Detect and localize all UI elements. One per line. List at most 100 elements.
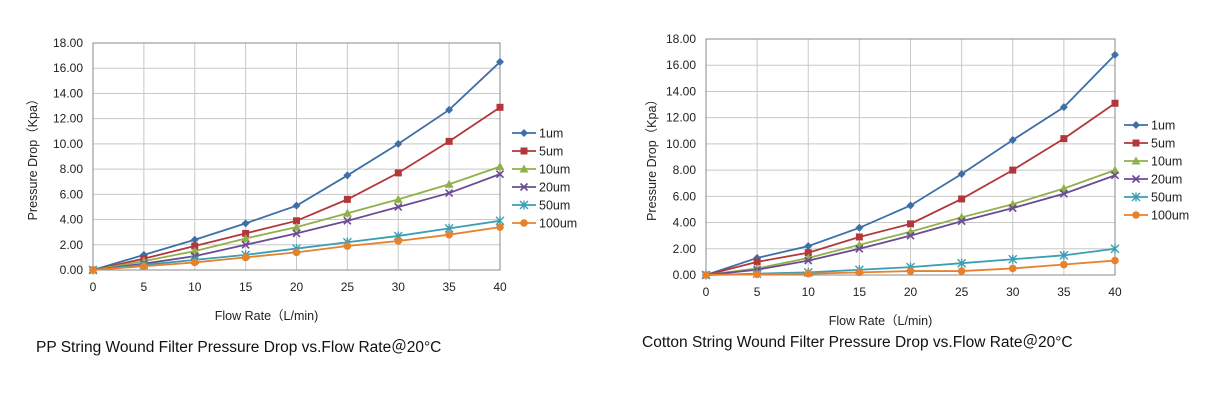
cotton-y-tick-label: 16.00 [666, 58, 696, 72]
pp-data-point-10um [393, 194, 403, 203]
cotton-filter-chart-svg: 0.00 2.00 4.00 6.00 8.00 10.00 12.00 14.00 16.00… [642, 32, 1189, 351]
cotton-data-point-1um [957, 170, 966, 179]
pp-data-point-1um [343, 171, 352, 180]
pp-x-tick-label: 10 [188, 280, 202, 294]
cotton-plot-frame [705, 38, 1116, 276]
pp-legend-item-20um: 20um [512, 181, 570, 195]
cotton-data-point-1um [855, 223, 864, 232]
cotton-legend-item-20um: 20um [1124, 173, 1182, 187]
pp-legend-label: 50um [539, 199, 570, 213]
cotton-x-axis-label: Flow Rate（L/min) [829, 314, 933, 328]
cotton-data-point-10um [1110, 165, 1120, 174]
cotton-legend-label: 5um [1151, 137, 1175, 151]
cotton-legend-label: 50um [1151, 191, 1182, 205]
pp-x-tick-label: 15 [239, 280, 253, 294]
pp-data-point-20um [241, 240, 250, 249]
cotton-x-tick-label: 40 [1108, 285, 1122, 299]
pp-y-tick-label: 6.00 [60, 187, 84, 201]
pp-x-tick-label: 5 [141, 280, 148, 294]
pp-legend-marker [519, 182, 529, 192]
pp-legend-marker [519, 164, 529, 173]
pp-data-point-5um [445, 137, 453, 145]
pp-series-10um [88, 162, 505, 274]
pp-y-tick-label: 8.00 [60, 162, 84, 176]
pp-data-point-1um [445, 105, 454, 114]
cotton-legend-marker [1131, 174, 1141, 184]
pp-data-point-100um [190, 258, 199, 267]
cotton-x-tick-label: 5 [754, 285, 761, 299]
cotton-data-point-20um [804, 256, 813, 265]
cotton-y-tick-label: 2.00 [673, 242, 697, 256]
cotton-data-point-5um [958, 195, 966, 203]
cotton-data-point-100um [1008, 264, 1017, 273]
cotton-legend-label: 1um [1151, 119, 1175, 133]
cotton-legend-label: 10um [1151, 155, 1182, 169]
cotton-data-point-50um [1110, 244, 1120, 254]
pp-data-point-1um [496, 57, 504, 66]
pp-y-tick-label: 4.00 [60, 213, 84, 227]
cotton-filter-chart: 0.00 2.00 4.00 6.00 8.00 10.00 12.00 14.00 16.00… [606, 0, 1213, 412]
pp-data-point-1um [394, 139, 403, 148]
cotton-x-tick-label: 30 [1006, 285, 1020, 299]
cotton-data-point-20um [1110, 171, 1120, 180]
cotton-data-point-5um [907, 220, 914, 228]
cotton-legend: 1um 5um 10um 20um 50um 100um [1124, 119, 1189, 223]
pp-legend-item-5um: 5um [512, 145, 563, 159]
pp-data-point-10um [241, 233, 251, 242]
pp-y-tick-label: 16.00 [53, 61, 83, 75]
pp-data-point-100um [140, 262, 148, 271]
pp-data-point-1um [241, 219, 250, 228]
cotton-data-point-100um [957, 267, 966, 275]
pp-y-tick-label: 14.00 [53, 86, 83, 100]
cotton-x-tick-label: 35 [1057, 285, 1071, 299]
cotton-data-point-5um [1060, 135, 1068, 143]
pp-data-point-5um [394, 169, 402, 177]
cotton-data-point-5um [804, 249, 812, 257]
pp-data-point-100um [343, 242, 352, 250]
cotton-data-point-10um [1059, 183, 1069, 192]
cotton-data-point-1um [1008, 135, 1017, 144]
pp-data-point-10um [342, 208, 352, 217]
pp-data-point-10um [444, 179, 454, 188]
cotton-data-point-100um [804, 269, 813, 278]
cotton-legend-marker [1132, 121, 1140, 129]
pp-legend-label: 100um [539, 217, 577, 231]
pp-y-tick-label: 0.00 [60, 263, 84, 277]
pp-filter-chart-svg: 0.00 2.00 4.00 6.00 8.00 10.00 12.00 14.00 16.00… [26, 36, 577, 356]
cotton-legend-marker [1132, 211, 1140, 219]
pp-x-tick-label: 30 [392, 280, 406, 294]
cotton-x-tick-label: 10 [802, 285, 816, 299]
pp-x-tick-label: 35 [442, 280, 456, 294]
cotton-data-point-100um [906, 267, 915, 275]
cotton-legend-label: 100um [1151, 209, 1189, 223]
cotton-data-point-100um [753, 270, 761, 279]
cotton-legend-marker [1132, 139, 1140, 147]
pp-filter-chart: 0.00 2.00 4.00 6.00 8.00 10.00 12.00 14.00 16.00… [0, 0, 600, 412]
cotton-data-point-100um [855, 268, 864, 277]
pp-data-point-5um [191, 242, 199, 250]
cotton-data-point-20um [1059, 189, 1068, 198]
cotton-data-point-50um [1059, 250, 1069, 260]
pp-data-point-1um [190, 235, 199, 244]
cotton-y-tick-label: 0.00 [673, 268, 697, 282]
pp-legend-item-50um: 50um [512, 199, 570, 213]
pp-y-tick-label: 12.00 [53, 112, 83, 126]
pp-legend-label: 1um [539, 127, 563, 141]
cotton-chart-title: Cotton String Wound Filter Pressure Drop… [642, 333, 1073, 351]
pp-chart-title: PP String Wound Filter Pressure Drop vs.… [36, 338, 441, 356]
cotton-data-point-5um [753, 258, 761, 266]
pp-data-point-20um [343, 216, 352, 225]
pp-legend-marker [520, 219, 528, 227]
pp-data-point-1um [292, 201, 301, 210]
pp-y-tick-label: 2.00 [60, 238, 84, 252]
pp-legend: 1um 5um 10um 20um 50um 100um [512, 127, 577, 231]
cotton-data-point-50um [957, 258, 967, 268]
cotton-y-axis-label: Pressure Drop（Kpa） [645, 93, 659, 221]
pp-data-point-5um [343, 195, 351, 203]
cotton-data-point-1um [1111, 50, 1119, 59]
cotton-data-point-20um [957, 217, 966, 226]
pp-data-point-20um [495, 170, 505, 179]
cotton-data-point-100um [1060, 260, 1068, 269]
cotton-x-tick-label: 0 [703, 285, 710, 299]
pp-legend-marker [520, 129, 528, 137]
